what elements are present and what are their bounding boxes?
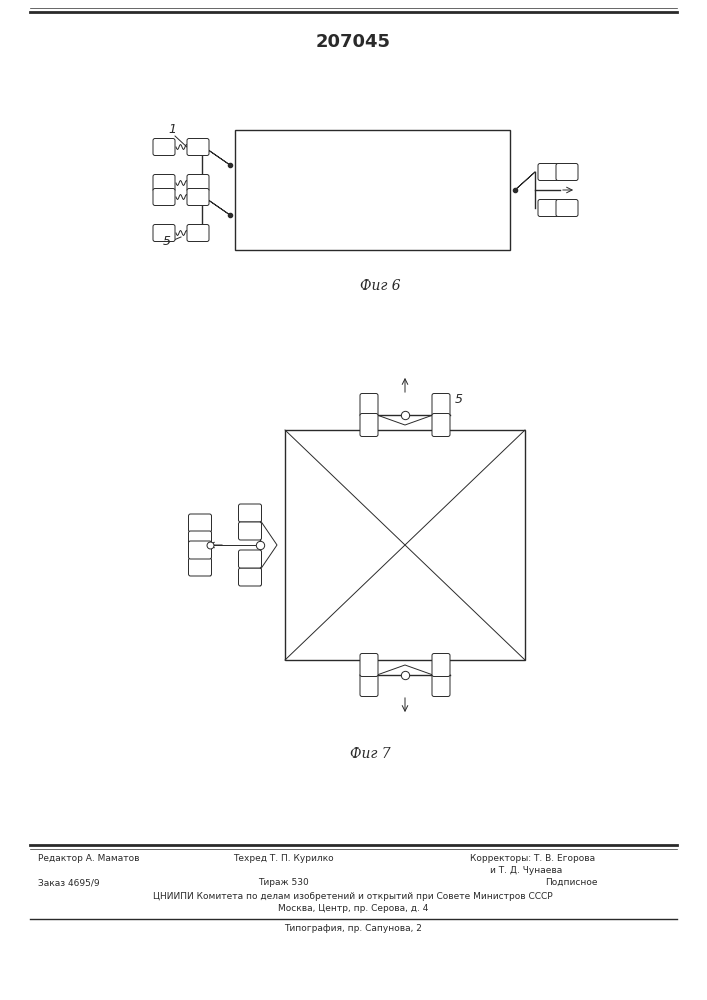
FancyBboxPatch shape	[238, 550, 262, 568]
Text: Фиг 7: Фиг 7	[350, 747, 390, 761]
FancyBboxPatch shape	[187, 138, 209, 155]
Bar	[235, 130, 510, 250]
Text: Заказ 4695/9: Заказ 4695/9	[38, 878, 100, 887]
FancyBboxPatch shape	[360, 414, 378, 436]
FancyBboxPatch shape	[556, 163, 578, 180]
FancyBboxPatch shape	[432, 674, 450, 696]
FancyBboxPatch shape	[189, 531, 211, 549]
Text: ЦНИИПИ Комитета по делам изобретений и открытий при Совете Министров СССР: ЦНИИПИ Комитета по делам изобретений и о…	[153, 892, 553, 901]
FancyBboxPatch shape	[187, 225, 209, 241]
FancyBboxPatch shape	[153, 188, 175, 206]
FancyBboxPatch shape	[189, 514, 211, 532]
FancyBboxPatch shape	[432, 654, 450, 676]
Text: Типография, пр. Сапунова, 2: Типография, пр. Сапунова, 2	[284, 924, 422, 933]
Text: 5: 5	[455, 393, 463, 406]
Text: Корректоры: Т. В. Егорова: Корректоры: Т. В. Егорова	[470, 854, 595, 863]
Text: Техред Т. П. Курилко: Техред Т. П. Курилко	[233, 854, 333, 863]
Text: 207045: 207045	[315, 33, 390, 51]
FancyBboxPatch shape	[238, 522, 262, 540]
Bar	[285, 430, 525, 660]
FancyBboxPatch shape	[556, 200, 578, 217]
Text: 5: 5	[163, 235, 171, 248]
FancyBboxPatch shape	[432, 414, 450, 436]
FancyBboxPatch shape	[538, 163, 560, 180]
FancyBboxPatch shape	[187, 188, 209, 206]
FancyBboxPatch shape	[360, 654, 378, 676]
FancyBboxPatch shape	[238, 568, 262, 586]
FancyBboxPatch shape	[189, 558, 211, 576]
FancyBboxPatch shape	[187, 174, 209, 192]
FancyBboxPatch shape	[153, 225, 175, 241]
Text: и Т. Д. Чунаева: и Т. Д. Чунаева	[490, 866, 562, 875]
FancyBboxPatch shape	[360, 393, 378, 416]
Text: Фиг 6: Фиг 6	[360, 279, 400, 293]
Text: 1: 1	[168, 123, 176, 136]
Text: Тираж 530: Тираж 530	[257, 878, 308, 887]
FancyBboxPatch shape	[360, 674, 378, 696]
FancyBboxPatch shape	[153, 174, 175, 192]
FancyBboxPatch shape	[238, 504, 262, 522]
FancyBboxPatch shape	[153, 138, 175, 155]
FancyBboxPatch shape	[538, 200, 560, 217]
Text: Редактор А. Маматов: Редактор А. Маматов	[38, 854, 139, 863]
Text: Подписное: Подписное	[545, 878, 597, 887]
Text: Москва, Центр, пр. Серова, д. 4: Москва, Центр, пр. Серова, д. 4	[278, 904, 428, 913]
FancyBboxPatch shape	[189, 541, 211, 559]
FancyBboxPatch shape	[432, 393, 450, 416]
